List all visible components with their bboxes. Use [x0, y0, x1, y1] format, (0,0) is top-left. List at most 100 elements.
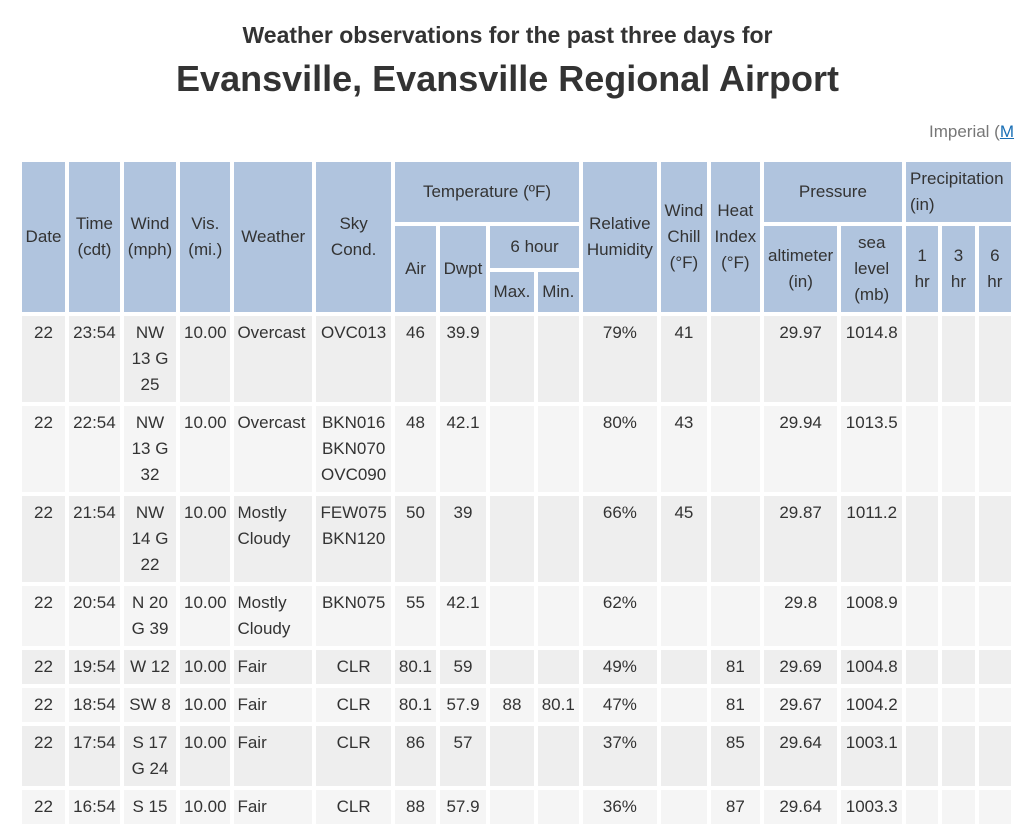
cell-sky: OVC013 [316, 316, 392, 402]
cell-sky: BKN075 [316, 586, 392, 646]
cell-rh: 62% [582, 586, 657, 646]
header-precip-6hr: 6 hr [978, 226, 1011, 312]
cell-date: 22 [22, 688, 66, 722]
cell-air: 80.1 [395, 688, 436, 722]
header-heat-index: Heat Index (°F) [710, 162, 760, 312]
cell-chill: 43 [660, 406, 707, 492]
cell-p1 [906, 790, 939, 824]
imperial-label: Imperial ( [929, 122, 1000, 141]
cell-chill [660, 586, 707, 646]
cell-sea: 1004.8 [841, 650, 903, 684]
cell-date: 22 [22, 316, 66, 402]
cell-wind: S 15 [123, 790, 177, 824]
cell-sea: 1008.9 [841, 586, 903, 646]
metric-link[interactable]: M [999, 122, 1015, 141]
cell-max [490, 650, 534, 684]
cell-p1 [906, 316, 939, 402]
cell-sea: 1014.8 [841, 316, 903, 402]
header-sea-level: sea level (mb) [841, 226, 903, 312]
cell-p1 [906, 688, 939, 722]
cell-sky: CLR [316, 650, 392, 684]
header-precipitation: Precipitation (in) [906, 162, 1011, 222]
cell-p6 [978, 316, 1011, 402]
cell-min [537, 586, 579, 646]
cell-alt: 29.94 [763, 406, 838, 492]
cell-vis: 10.00 [180, 316, 231, 402]
cell-air: 50 [395, 496, 436, 582]
cell-max [490, 496, 534, 582]
cell-p1 [906, 496, 939, 582]
cell-p3 [942, 496, 975, 582]
cell-air: 86 [395, 726, 436, 786]
table-row: 22 22:54 NW 13 G 32 10.00 Overcast BKN016 BKN… [22, 406, 1011, 492]
cell-time: 23:54 [69, 316, 120, 402]
cell-rh: 66% [582, 496, 657, 582]
cell-p3 [942, 650, 975, 684]
header-visibility: Vis. (mi.) [180, 162, 231, 312]
cell-heat [710, 496, 760, 582]
cell-alt: 29.97 [763, 316, 838, 402]
cell-rh: 37% [582, 726, 657, 786]
cell-alt: 29.8 [763, 586, 838, 646]
header-dewpoint: Dwpt [439, 226, 487, 312]
cell-sea: 1011.2 [841, 496, 903, 582]
cell-dwpt: 57 [439, 726, 487, 786]
cell-date: 22 [22, 790, 66, 824]
cell-air: 46 [395, 316, 436, 402]
cell-air: 88 [395, 790, 436, 824]
cell-rh: 47% [582, 688, 657, 722]
cell-dwpt: 42.1 [439, 406, 487, 492]
cell-dwpt: 57.9 [439, 688, 487, 722]
cell-p1 [906, 650, 939, 684]
cell-min [537, 496, 579, 582]
header-pressure: Pressure [763, 162, 903, 222]
cell-weather: Mostly Cloudy [234, 496, 313, 582]
cell-rh: 36% [582, 790, 657, 824]
header-min: Min. [537, 272, 579, 312]
cell-heat [710, 316, 760, 402]
cell-p3 [942, 316, 975, 402]
cell-vis: 10.00 [180, 586, 231, 646]
cell-wind: NW 13 G 32 [123, 406, 177, 492]
cell-time: 21:54 [69, 496, 120, 582]
table-row: 22 17:54 S 17 G 24 10.00 Fair CLR 86 57 37% 85 29.… [22, 726, 1011, 786]
header-date: Date [22, 162, 66, 312]
cell-weather: Fair [234, 726, 313, 786]
cell-chill [660, 790, 707, 824]
cell-min: 80.1 [537, 688, 579, 722]
cell-date: 22 [22, 726, 66, 786]
cell-max [490, 586, 534, 646]
header-wind: Wind (mph) [123, 162, 177, 312]
cell-date: 22 [22, 496, 66, 582]
cell-air: 80.1 [395, 650, 436, 684]
cell-time: 16:54 [69, 790, 120, 824]
cell-dwpt: 59 [439, 650, 487, 684]
cell-alt: 29.69 [763, 650, 838, 684]
cell-chill: 41 [660, 316, 707, 402]
cell-weather: Mostly Cloudy [234, 586, 313, 646]
cell-p1 [906, 406, 939, 492]
header-precip-1hr: 1 hr [906, 226, 939, 312]
table-row: 22 21:54 NW 14 G 22 10.00 Mostly Cloudy FEW07… [22, 496, 1011, 582]
cell-rh: 79% [582, 316, 657, 402]
cell-heat: 81 [710, 650, 760, 684]
header-precip-3hr: 3 hr [942, 226, 975, 312]
cell-time: 17:54 [69, 726, 120, 786]
cell-max [490, 406, 534, 492]
cell-sky: FEW075 BKN120 [316, 496, 392, 582]
cell-dwpt: 42.1 [439, 586, 487, 646]
cell-max [490, 316, 534, 402]
cell-air: 48 [395, 406, 436, 492]
header-altimeter: altimeter (in) [763, 226, 838, 312]
cell-p6 [978, 586, 1011, 646]
cell-sky: CLR [316, 688, 392, 722]
header-humidity: Relative Humidity [582, 162, 657, 312]
cell-weather: Overcast [234, 406, 313, 492]
cell-p3 [942, 790, 975, 824]
cell-alt: 29.87 [763, 496, 838, 582]
cell-vis: 10.00 [180, 650, 231, 684]
cell-sky: CLR [316, 790, 392, 824]
table-row: 22 18:54 SW 8 10.00 Fair CLR 80.1 57.9 88 80.1 47%… [22, 688, 1011, 722]
cell-sea: 1003.3 [841, 790, 903, 824]
table-row: 22 19:54 W 12 10.00 Fair CLR 80.1 59 49% 81 29.69 1… [22, 650, 1011, 684]
